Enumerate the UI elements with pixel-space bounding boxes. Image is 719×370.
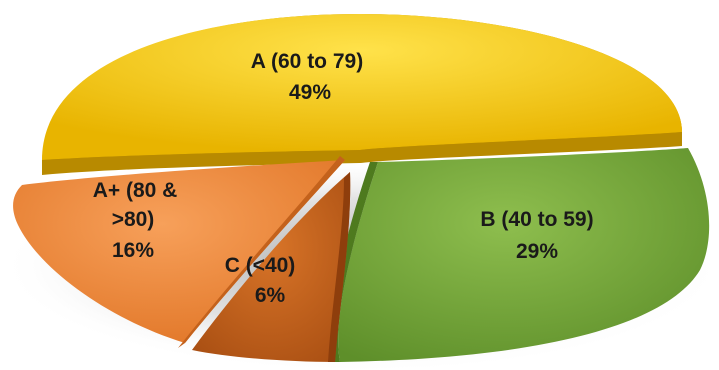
slice-a-name-label: A (60 to 79) [251, 50, 363, 73]
slice-aplus-value-label: 16% [112, 239, 154, 262]
slice-aplus-name-line2: >80) [112, 208, 155, 231]
slice-a [42, 14, 682, 175]
slice-aplus [13, 156, 346, 348]
slice-c [192, 172, 351, 362]
slice-b-name-label: B (40 to 59) [480, 208, 593, 231]
slice-b-value-label: 29% [516, 240, 558, 263]
slice-a-value-label: 49% [289, 81, 331, 104]
slice-c-value-label: 6% [255, 284, 286, 307]
slice-c-name-label: C (<40) [225, 254, 296, 277]
slice-aplus-name-line1: A+ (80 & [93, 179, 178, 202]
